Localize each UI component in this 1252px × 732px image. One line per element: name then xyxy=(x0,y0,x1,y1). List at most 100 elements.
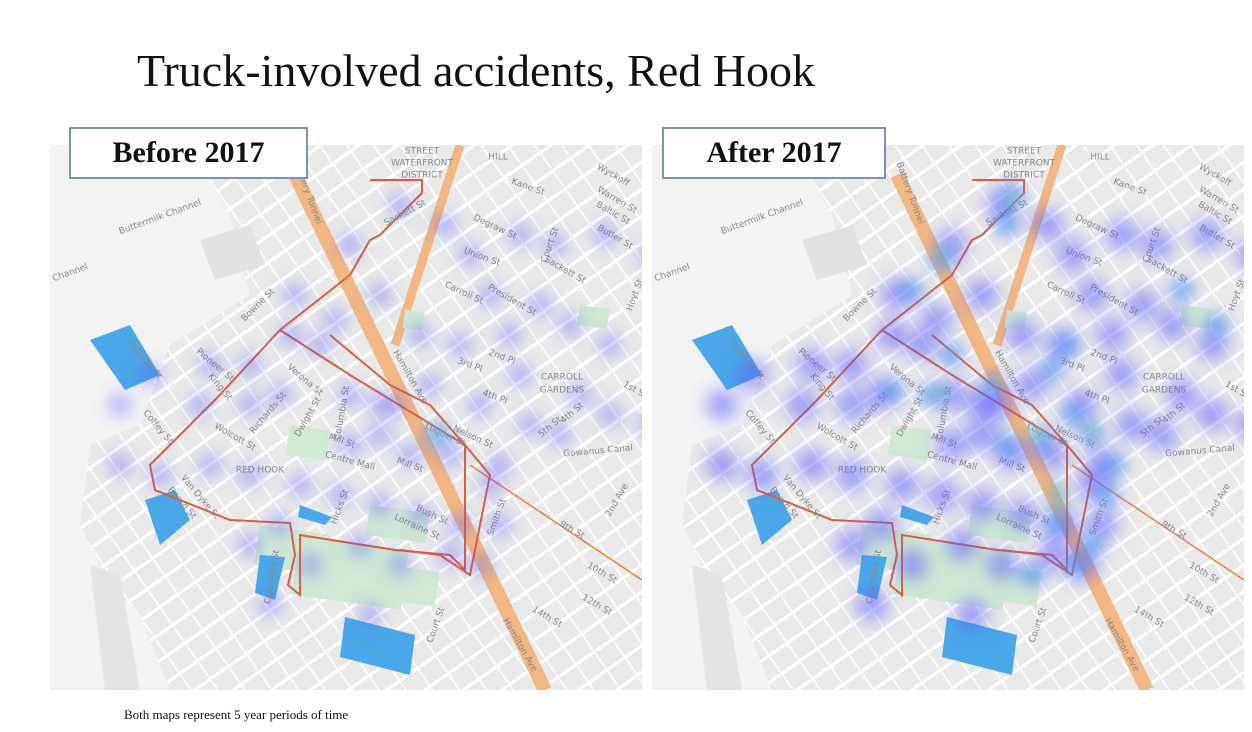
street-label: CARROLL xyxy=(541,373,583,383)
heat-spot xyxy=(502,357,538,393)
heat-spot xyxy=(1036,354,1068,386)
heat-spot xyxy=(472,467,508,503)
heat-spot xyxy=(427,207,463,243)
heatmap xyxy=(698,179,1244,639)
heat-spot xyxy=(442,327,478,363)
heat-spot xyxy=(412,367,448,403)
heat-spot xyxy=(192,447,228,483)
heat-spot xyxy=(1091,479,1123,511)
panel-label: After 2017 xyxy=(706,136,841,169)
heat-spot xyxy=(382,547,418,583)
heat-spot xyxy=(828,341,876,389)
heat-spot xyxy=(402,497,438,533)
heat-spot xyxy=(352,597,388,633)
heat-spot xyxy=(1048,231,1096,279)
heat-spot xyxy=(1148,301,1196,349)
heat-spot xyxy=(362,417,398,453)
heat-spot xyxy=(1041,509,1073,541)
heat-spot xyxy=(938,521,986,569)
heat-spot xyxy=(913,296,961,344)
heat-spot xyxy=(1183,211,1231,259)
heat-spot xyxy=(252,587,288,623)
heat-spot xyxy=(142,457,178,493)
park xyxy=(285,424,330,461)
heat-spot xyxy=(632,238,642,272)
heat-spot xyxy=(788,341,836,389)
heat-spot xyxy=(1016,559,1048,591)
heat-spot xyxy=(828,521,876,569)
heat-spot xyxy=(958,271,1006,319)
heat-spot xyxy=(788,441,836,489)
heat-spot xyxy=(1188,391,1236,439)
street-label: DISTRICT xyxy=(1003,171,1045,181)
heat-spot xyxy=(936,339,968,371)
street-label: DISTRICT xyxy=(401,171,443,181)
heat-spot xyxy=(1088,311,1136,359)
street-label: HILL xyxy=(488,153,507,163)
heat-spot xyxy=(232,527,268,563)
heat-spot xyxy=(232,387,268,423)
heat-spot xyxy=(192,347,228,383)
heat-spot xyxy=(292,547,328,583)
heat-spot xyxy=(918,471,966,519)
warehouse xyxy=(145,490,190,545)
pier xyxy=(802,225,867,280)
warehouse xyxy=(298,505,332,525)
heat-spot xyxy=(1166,274,1198,306)
heat-spot xyxy=(552,307,588,343)
heat-spot xyxy=(462,547,498,583)
heat-spot xyxy=(1076,529,1108,561)
heat-spot xyxy=(1001,189,1023,211)
heat-spot xyxy=(562,377,598,413)
heatmap xyxy=(102,187,642,633)
heat-spot xyxy=(896,274,928,306)
heat-spot xyxy=(102,447,138,483)
pier xyxy=(90,565,140,690)
panel-label-box xyxy=(662,127,886,179)
heat-spot xyxy=(392,437,428,473)
heat-spot xyxy=(587,217,623,253)
heat-spot xyxy=(1098,351,1146,399)
heat-spot xyxy=(272,317,308,353)
street-label: STREET xyxy=(405,147,440,157)
heat-spot xyxy=(778,381,826,429)
heat-spot xyxy=(232,347,268,383)
heat-spot xyxy=(382,187,418,223)
heat-spot xyxy=(362,277,398,313)
heat-spot xyxy=(182,387,218,423)
heat-spot xyxy=(537,227,573,263)
heat-spot xyxy=(452,237,488,273)
heat-spot xyxy=(1138,411,1186,459)
street-label: CARROLL xyxy=(1143,373,1185,383)
heat-spot xyxy=(929,384,951,406)
heat-spot xyxy=(277,277,313,313)
heat-spot xyxy=(132,357,168,393)
heat-spot xyxy=(828,451,876,499)
caption: Both maps represent 5 year periods of ti… xyxy=(124,707,349,722)
heat-spot xyxy=(592,327,628,363)
heat-spot xyxy=(432,537,468,573)
heat-spot xyxy=(322,477,358,513)
heat-spot xyxy=(262,507,298,543)
street-label: WATERFRONT xyxy=(993,159,1056,169)
heat-spot xyxy=(1081,419,1103,441)
slide-title: Truck-involved accidents, Red Hook xyxy=(137,45,815,96)
heat-spot xyxy=(1051,329,1083,361)
street-label: WATERFRONT xyxy=(391,159,454,169)
heat-spot xyxy=(232,457,268,493)
heat-spot xyxy=(978,541,1026,589)
warehouse xyxy=(900,505,934,525)
pier xyxy=(692,565,742,690)
heat-spot xyxy=(282,467,318,503)
heat-spot xyxy=(991,429,1023,461)
heat-spot xyxy=(362,487,398,523)
heat-spot xyxy=(462,387,498,423)
street-label: STREET xyxy=(1007,147,1042,157)
heat-spot xyxy=(1098,449,1130,481)
heat-spot xyxy=(512,407,548,443)
